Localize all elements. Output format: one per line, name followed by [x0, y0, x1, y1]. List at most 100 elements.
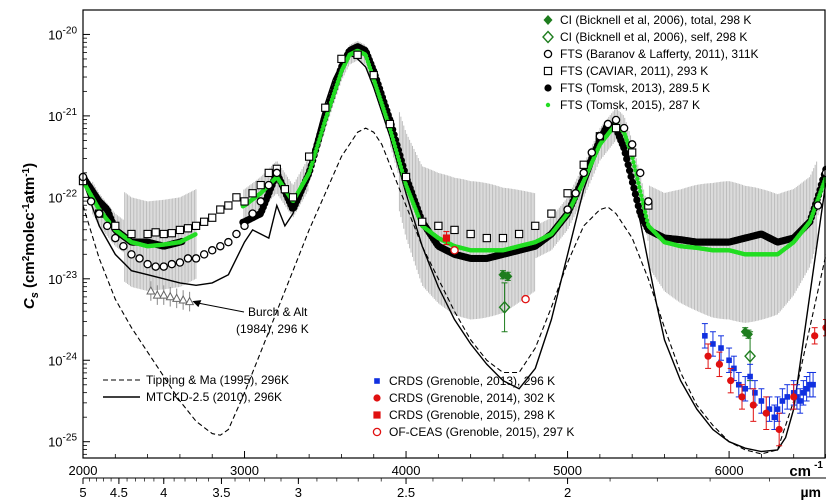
fts-baranov-lafferty-2011-311k-point	[183, 254, 193, 263]
y-axis-label-part: -1	[21, 167, 32, 176]
y-tick-base: 10	[48, 435, 62, 450]
y-axis-label: Cs (cm2molec-1atm-1)	[21, 163, 41, 309]
burch-alt-1984-296-k-point	[165, 291, 175, 301]
errorbars-layer	[92, 41, 821, 323]
fts-caviar-2011-293-k-point	[450, 225, 459, 235]
fts-caviar-2011-293-k-point	[579, 160, 588, 169]
y-axis-label-part: 2	[21, 255, 32, 261]
fts-caviar-2011-293-k-point	[611, 123, 621, 133]
legend-marker-fts-baranov-lafferty-2011-311k	[543, 49, 553, 59]
fts-tomsk-2015-287-k-point	[392, 144, 398, 149]
fts-tomsk-2013-289-5-k-point	[625, 167, 634, 175]
fts-baranov-lafferty-2011-311k-point	[603, 119, 613, 129]
fts-baranov-lafferty-2011-311k-point	[571, 189, 580, 198]
crds-grenoble-2013-296-k-point	[710, 341, 716, 347]
fts-caviar-2011-293-k-point	[151, 228, 160, 237]
y-tick-exponent: -23	[63, 270, 78, 281]
crds-grenoble-2013-296-k-point	[810, 381, 816, 388]
wavelength-tick-label: 3	[295, 485, 302, 500]
fts-tomsk-2015-287-k-point	[637, 184, 642, 190]
fts-caviar-2011-293-k-point	[418, 217, 427, 226]
fts-caviar-2011-293-k-point	[434, 221, 443, 231]
x-axis-label-exponent: -1	[814, 460, 823, 471]
crds-grenoble-2014-302-k-point	[762, 409, 770, 417]
x-tick-label: 3000	[230, 463, 259, 478]
crds-grenoble-2014-302-k-point	[811, 332, 819, 340]
fts-caviar-2011-293-k-point	[337, 54, 346, 64]
crds-grenoble-2013-296-k-point	[726, 357, 732, 364]
fts-baranov-lafferty-2011-311k-point	[587, 148, 597, 157]
crds-grenoble-2013-296-k-point	[766, 406, 773, 412]
wavelength-tick-label: 2	[564, 485, 571, 500]
wavelength-axis-label: µm	[800, 484, 821, 500]
burch-alt-1984-296-k-point	[178, 294, 188, 304]
legend-label-crds-grenoble-2013-296-k: CRDS (Grenoble, 2013), 296 K	[389, 374, 555, 388]
fts-tomsk-2015-287-k-point	[391, 140, 397, 146]
fts-baranov-lafferty-2011-311k-point	[248, 209, 257, 218]
fts-baranov-lafferty-2011-311k-point	[611, 115, 621, 125]
legend-marker-fts-caviar-2011-293-k	[543, 66, 553, 76]
y-tick-base: 10	[48, 190, 62, 205]
fts-caviar-2011-293-k-point	[175, 225, 185, 235]
fts-baranov-lafferty-2011-311k-point	[102, 221, 112, 231]
fts-tomsk-2015-287-k-point	[395, 154, 401, 159]
y-axis-label-part: molec	[21, 212, 38, 255]
crds-grenoble-2013-296-k-point	[784, 394, 791, 400]
mtckd-2-5-2010-296k-line	[82, 53, 826, 453]
fts-baranov-lafferty-2011-311k-point	[127, 250, 136, 259]
crds-grenoble-2013-296-k-point	[752, 390, 758, 396]
crds-grenoble-2013-296-k-point	[747, 373, 753, 380]
legend-label-fts-tomsk-2013-289-5-k: FTS (Tomsk, 2013), 289.5 K	[560, 81, 710, 95]
fts-baranov-lafferty-2011-311k-point	[159, 262, 169, 271]
x-axis-label: cm	[789, 463, 811, 480]
y-axis-label-part: (cm	[21, 261, 38, 292]
fts-caviar-2011-293-k-point	[304, 152, 314, 161]
wavelength-tick-label: 4	[160, 485, 167, 500]
fts-baranov-lafferty-2011-311k-point	[264, 180, 273, 190]
fts-baranov-lafferty-2011-311k-point	[175, 258, 185, 267]
annotation-burch-alt-line1: Burch & Alt	[248, 305, 308, 319]
fts-tomsk-2015-287-k-point	[635, 176, 640, 181]
crds-grenoble-2013-296-k-point	[702, 333, 708, 339]
fts-tomsk-2015-287-k-point	[388, 130, 394, 135]
fts-caviar-2011-293-k-point	[199, 217, 209, 226]
fts-tomsk-2013-289-5-k-point	[627, 172, 635, 181]
fts-caviar-2011-293-k-point	[183, 224, 193, 233]
fts-caviar-2011-293-k-point	[466, 229, 475, 239]
fts-baranov-lafferty-2011-311k-point	[595, 132, 605, 141]
of-ceas-grenoble-2015-297-k-point	[521, 294, 530, 304]
fts-baranov-lafferty-2011-311k-point	[232, 229, 241, 239]
y-tick-base: 10	[48, 109, 62, 124]
fts-baranov-lafferty-2011-311k-point	[813, 201, 823, 210]
x-tick-label: 4000	[392, 463, 421, 478]
fts-baranov-lafferty-2011-311k-point	[619, 123, 629, 133]
crds-grenoble-2014-302-k-point	[790, 393, 798, 401]
legend-label-tipping-ma-1995-296k: Tipping & Ma (1995), 296K	[146, 373, 289, 387]
fts-baranov-lafferty-2011-311k-point	[216, 241, 225, 251]
fts-caviar-2011-293-k-point	[514, 229, 524, 239]
fts-baranov-lafferty-2011-311k-point	[644, 197, 653, 206]
fts-caviar-2011-293-k-point	[191, 221, 201, 231]
burch-alt-1984-296-k-point	[172, 293, 182, 302]
model-lines-layer	[82, 53, 826, 455]
crds-grenoble-2013-296-k-point	[774, 406, 781, 412]
fts-caviar-2011-293-k-point	[563, 189, 572, 198]
crds-grenoble-2014-302-k-point	[715, 360, 723, 368]
fts-tomsk-2015-287-k-point	[398, 164, 404, 170]
fts-baranov-lafferty-2011-311k-point	[579, 168, 588, 178]
y-tick-base: 10	[48, 353, 62, 368]
fts-caviar-2011-293-k-point	[167, 229, 176, 238]
fts-tomsk-2013-289-5-k-point	[621, 149, 629, 157]
x-tick-label: 6000	[715, 463, 744, 478]
fts-caviar-2011-293-k-point	[353, 50, 362, 59]
fts-tomsk-2013-289-5-k-point	[631, 190, 640, 198]
fts-tomsk-2015-287-k-point	[643, 213, 649, 219]
y-axis-label-part: -1	[21, 203, 32, 212]
legend-marker-of-ceas-grenoble-2015-297-k	[372, 427, 382, 437]
fts-baranov-lafferty-2011-311k-point	[224, 237, 233, 247]
fts-tomsk-2013-289-5-k-point	[623, 155, 631, 163]
fts-baranov-lafferty-2011-311k-point	[151, 262, 160, 271]
fts-caviar-2011-293-k-point	[531, 221, 540, 231]
fts-caviar-2011-293-k-point	[369, 71, 378, 80]
